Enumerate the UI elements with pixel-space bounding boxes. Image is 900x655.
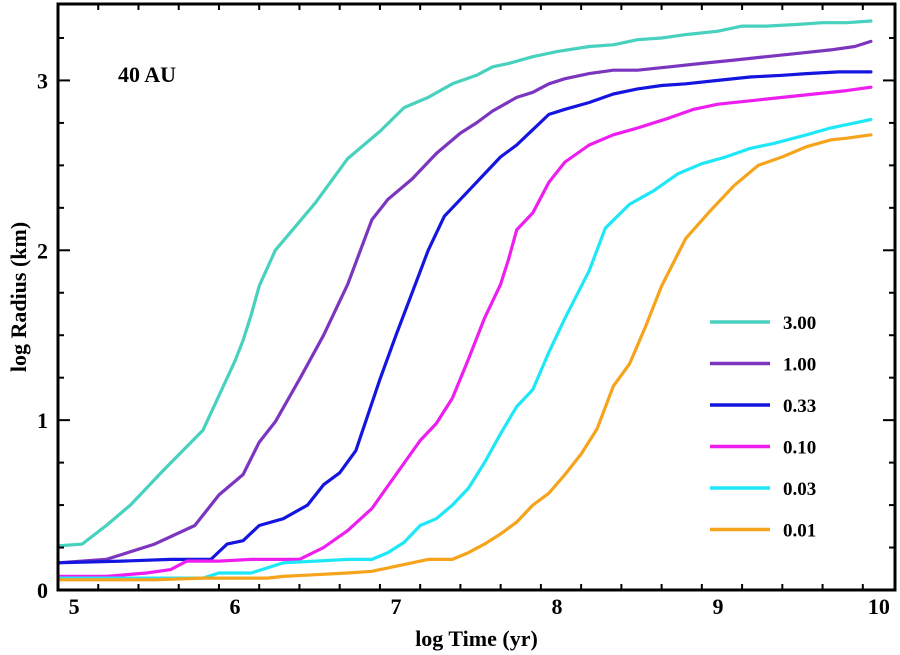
legend-item: 0.03 xyxy=(710,479,816,500)
plot-frame xyxy=(56,2,897,592)
series-line-3-00 xyxy=(58,19,873,548)
legend-item: 0.33 xyxy=(710,396,816,417)
chart-annotation: 40 AU xyxy=(118,62,176,87)
series-line-0-01 xyxy=(58,133,873,582)
y-tick-label: 0 xyxy=(37,578,48,603)
y-tick-label: 1 xyxy=(37,408,48,433)
legend-item: 0.10 xyxy=(710,438,816,459)
y-tick-label: 3 xyxy=(37,68,48,93)
y-tick-label: 2 xyxy=(37,238,48,263)
x-tick-label: 9 xyxy=(712,594,723,619)
x-tick-label: 5 xyxy=(69,594,80,619)
legend-item: 0.01 xyxy=(710,521,816,542)
x-axis-label: log Time (yr) xyxy=(415,626,538,651)
series-layer xyxy=(58,19,873,582)
legend-label: 0.10 xyxy=(783,438,816,459)
legend-label: 1.00 xyxy=(783,355,816,376)
x-tick-label: 8 xyxy=(551,594,562,619)
series-line-0-03 xyxy=(58,117,873,580)
x-tick-label: 6 xyxy=(230,594,241,619)
legend-label: 0.01 xyxy=(783,521,816,542)
legend-item: 3.00 xyxy=(710,313,816,334)
series-line-0-33 xyxy=(58,70,873,565)
legend: 3.00 1.00 0.33 0.10 0.03 0.01 xyxy=(710,313,816,542)
legend-label: 0.03 xyxy=(783,479,816,500)
series-line-1-00 xyxy=(58,39,873,565)
legend-label: 0.33 xyxy=(783,396,816,417)
series-line-0-10 xyxy=(58,85,873,578)
ticks-layer: 5 6 7 8 9 10 0 1 2 3 xyxy=(37,4,895,619)
y-axis-label: log Radius (km) xyxy=(6,222,31,372)
legend-item: 1.00 xyxy=(710,355,816,376)
x-tick-label: 10 xyxy=(868,594,890,619)
legend-label: 3.00 xyxy=(783,313,816,334)
x-tick-label: 7 xyxy=(391,594,402,619)
